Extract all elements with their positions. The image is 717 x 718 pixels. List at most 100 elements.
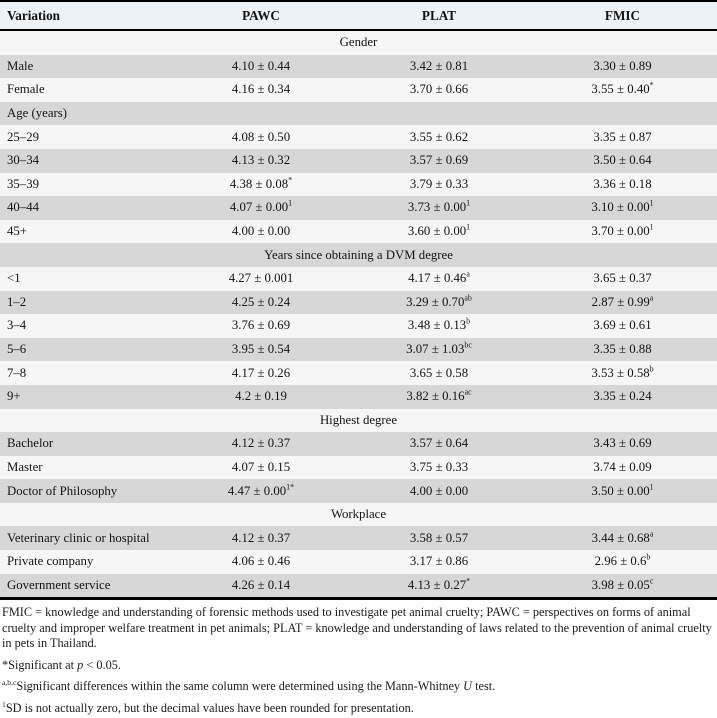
table-row: 7–8 4.17 ± 0.26 3.65 ± 0.58 3.53 ± 0.58b: [0, 361, 717, 385]
value-cell: 4.06 ± 0.46: [172, 554, 350, 569]
row-label: 40–44: [7, 200, 39, 215]
value-cell: 2.96 ± 0.6b: [528, 554, 717, 569]
table-row: Doctor of Philosophy 4.47 ± 0.001* 4.00 ± …: [0, 479, 717, 503]
value-text: 3.74 ± 0.09: [593, 459, 652, 474]
value-text: 3.43 ± 0.69: [593, 436, 652, 451]
value-cell: 3.98 ± 0.05c: [528, 577, 717, 593]
value-cell: 4.27 ± 0.001: [172, 271, 350, 286]
value-cell: 4.10 ± 0.44: [172, 59, 350, 74]
value-text: 4.00 ± 0.00: [409, 483, 469, 498]
row-label: 5–6: [7, 342, 27, 357]
value-superscript: 1: [649, 199, 654, 209]
value-superscript: *: [466, 576, 471, 586]
value-superscript: 1*: [286, 482, 295, 492]
value-text: 3.57 ± 0.69: [409, 153, 469, 168]
value-text: 3.29 ± 0.70: [406, 294, 465, 309]
table-row: Private company 4.06 ± 0.46 3.17 ± 0.86 2.9…: [0, 550, 717, 574]
value-cell: 3.55 ± 0.40*: [528, 82, 717, 97]
value-cell: 3.60 ± 0.001: [350, 222, 528, 239]
value-cell: 3.07 ± 1.03bc: [350, 340, 528, 357]
table-row: 1–2 4.25 ± 0.24 3.29 ± 0.70ab 2.87 ± 0.99a: [0, 290, 717, 315]
column-header-variation: Variation: [7, 7, 60, 23]
table-row: Female 4.16 ± 0.34 3.70 ± 0.66 3.55 ± 0.40*: [0, 78, 717, 102]
table-row: Government service 4.26 ± 0.14 4.13 ± 0.27…: [0, 573, 717, 598]
value-cell: 3.55 ± 0.62: [350, 130, 528, 145]
value-cell: 4.25 ± 0.24: [172, 295, 350, 310]
value-cell: 4.13 ± 0.32: [172, 153, 350, 168]
value-text: 4.12 ± 0.37: [231, 436, 291, 451]
row-label: Female: [7, 82, 45, 97]
value-text: 3.44 ± 0.68: [591, 530, 650, 545]
table-row: 40–44 4.07 ± 0.001 3.73 ± 0.001 3.10 ± 0.00…: [0, 196, 717, 220]
footnote-text: test.: [472, 679, 496, 694]
table-row: 45+ 4.00 ± 0.00 3.60 ± 0.001 3.70 ± 0.001: [0, 219, 717, 244]
value-text: 3.07 ± 1.03: [406, 342, 465, 357]
value-cell: 3.70 ± 0.66: [350, 82, 528, 97]
value-cell: 3.79 ± 0.33: [350, 177, 528, 192]
value-cell: 3.57 ± 0.69: [350, 153, 528, 168]
value-superscript: *: [288, 175, 293, 185]
row-label: Bachelor: [7, 436, 54, 451]
value-text: 4.07 ± 0.00: [229, 200, 289, 215]
value-cell: 4.17 ± 0.46a: [350, 271, 528, 286]
footnote-text: *Significant at: [2, 657, 78, 672]
value-superscript: b: [646, 553, 651, 563]
value-text: 2.96 ± 0.6: [594, 554, 647, 569]
value-cell: 3.57 ± 0.64: [350, 436, 528, 451]
value-cell: 3.42 ± 0.81: [350, 59, 528, 74]
value-text: 4.17 ± 0.26: [231, 365, 291, 380]
value-cell: 4.2 ± 0.19: [172, 389, 350, 404]
value-text: 3.73 ± 0.00: [407, 200, 467, 215]
value-text: 3.36 ± 0.18: [593, 176, 652, 191]
section-label: Age (years): [7, 106, 68, 121]
value-cell: 3.29 ± 0.70ab: [350, 294, 528, 310]
section-label: Gender: [339, 35, 378, 50]
value-cell: 4.16 ± 0.34: [172, 82, 350, 97]
value-cell: 3.65 ± 0.58: [350, 366, 528, 381]
footnote-text: U: [463, 679, 473, 694]
subsection-header-row: Age (years): [0, 101, 717, 126]
row-label: Master: [7, 459, 43, 474]
value-superscript: 1: [288, 199, 293, 209]
value-cell: 4.00 ± 0.00: [172, 224, 350, 239]
value-cell: 3.50 ± 0.001: [528, 483, 717, 499]
table-row: Master 4.07 ± 0.15 3.75 ± 0.33 3.74 ± 0.09: [0, 455, 717, 480]
value-text: 3.75 ± 0.33: [409, 459, 469, 474]
value-superscript: 1: [466, 222, 471, 232]
value-text: 3.57 ± 0.64: [409, 436, 469, 451]
value-text: 3.35 ± 0.24: [593, 389, 652, 404]
row-label: 35–39: [7, 176, 39, 191]
value-text: 4.38 ± 0.08: [229, 176, 289, 191]
value-cell: 3.58 ± 0.57: [350, 531, 528, 546]
table-header-row: Variation PAWC PLAT FMIC: [0, 2, 717, 31]
value-text: 3.53 ± 0.58: [591, 365, 650, 380]
value-cell: 3.95 ± 0.54: [172, 342, 350, 357]
value-text: 3.50 ± 0.64: [593, 153, 652, 168]
value-text: 3.35 ± 0.88: [593, 342, 652, 357]
value-text: 3.82 ± 0.16: [406, 389, 465, 404]
value-superscript: bc: [464, 340, 472, 350]
value-cell: 3.17 ± 0.86: [350, 554, 528, 569]
row-label: 1–2: [7, 294, 27, 309]
value-text: 2.87 ± 0.99: [591, 294, 650, 309]
value-cell: 4.00 ± 0.00: [350, 484, 528, 499]
value-text: 4.07 ± 0.15: [231, 459, 291, 474]
row-label: Doctor of Philosophy: [7, 483, 118, 498]
value-text: 4.25 ± 0.24: [231, 294, 291, 309]
value-text: 3.50 ± 0.00: [591, 483, 650, 498]
value-text: 4.47 ± 0.00: [227, 483, 287, 498]
value-cell: 2.87 ± 0.99a: [528, 294, 717, 310]
footnote-text: p: [77, 657, 84, 672]
value-cell: 3.75 ± 0.33: [350, 460, 528, 475]
value-superscript: b: [649, 364, 654, 374]
row-label: 3–4: [7, 318, 27, 333]
footnote-text: SD is not actually zero, but the decimal…: [5, 700, 414, 715]
value-cell: 3.36 ± 0.18: [528, 177, 717, 192]
row-label: <1: [7, 271, 21, 286]
value-text: 4.16 ± 0.34: [231, 82, 291, 97]
value-cell: 3.30 ± 0.89: [528, 59, 717, 74]
table-row: Veterinary clinic or hospital 4.12 ± 0.37…: [0, 526, 717, 551]
value-text: 3.70 ± 0.00: [591, 224, 650, 239]
value-text: 4.13 ± 0.32: [231, 153, 291, 168]
value-text: 3.79 ± 0.33: [409, 176, 469, 191]
